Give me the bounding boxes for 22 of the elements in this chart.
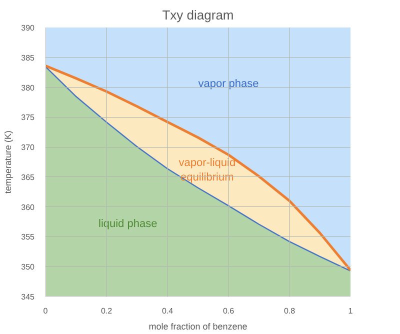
- y-tick-label: 345: [21, 292, 36, 302]
- chart-title: Txy diagram: [162, 8, 234, 22]
- x-tick-label: 0.6: [222, 306, 235, 316]
- y-tick-label: 360: [21, 202, 36, 212]
- x-tick-label: 0.4: [162, 306, 174, 316]
- x-tick-label: 0: [43, 306, 48, 316]
- y-tick-label: 370: [21, 143, 36, 152]
- annotation: liquid phase: [98, 218, 158, 230]
- y-tick-label: 355: [21, 232, 36, 242]
- y-tick-label: 380: [21, 83, 36, 92]
- x-tick-label: 1: [348, 306, 354, 316]
- y-tick-label: 375: [21, 113, 36, 122]
- y-tick-label: 390: [21, 24, 36, 32]
- annotation: vapor-liquid equilibrium: [178, 156, 236, 184]
- annotation: vapor phase: [198, 78, 259, 90]
- y-tick-label: 365: [21, 172, 36, 182]
- x-tick-label: 0.2: [100, 306, 113, 316]
- y-axis-title: temperature (K): [3, 130, 14, 194]
- y-tick-label: 350: [21, 262, 36, 272]
- x-axis-title: mole fraction of benzene: [148, 322, 248, 332]
- y-tick-label: 385: [21, 53, 36, 62]
- x-tick-label: 0.8: [284, 306, 296, 316]
